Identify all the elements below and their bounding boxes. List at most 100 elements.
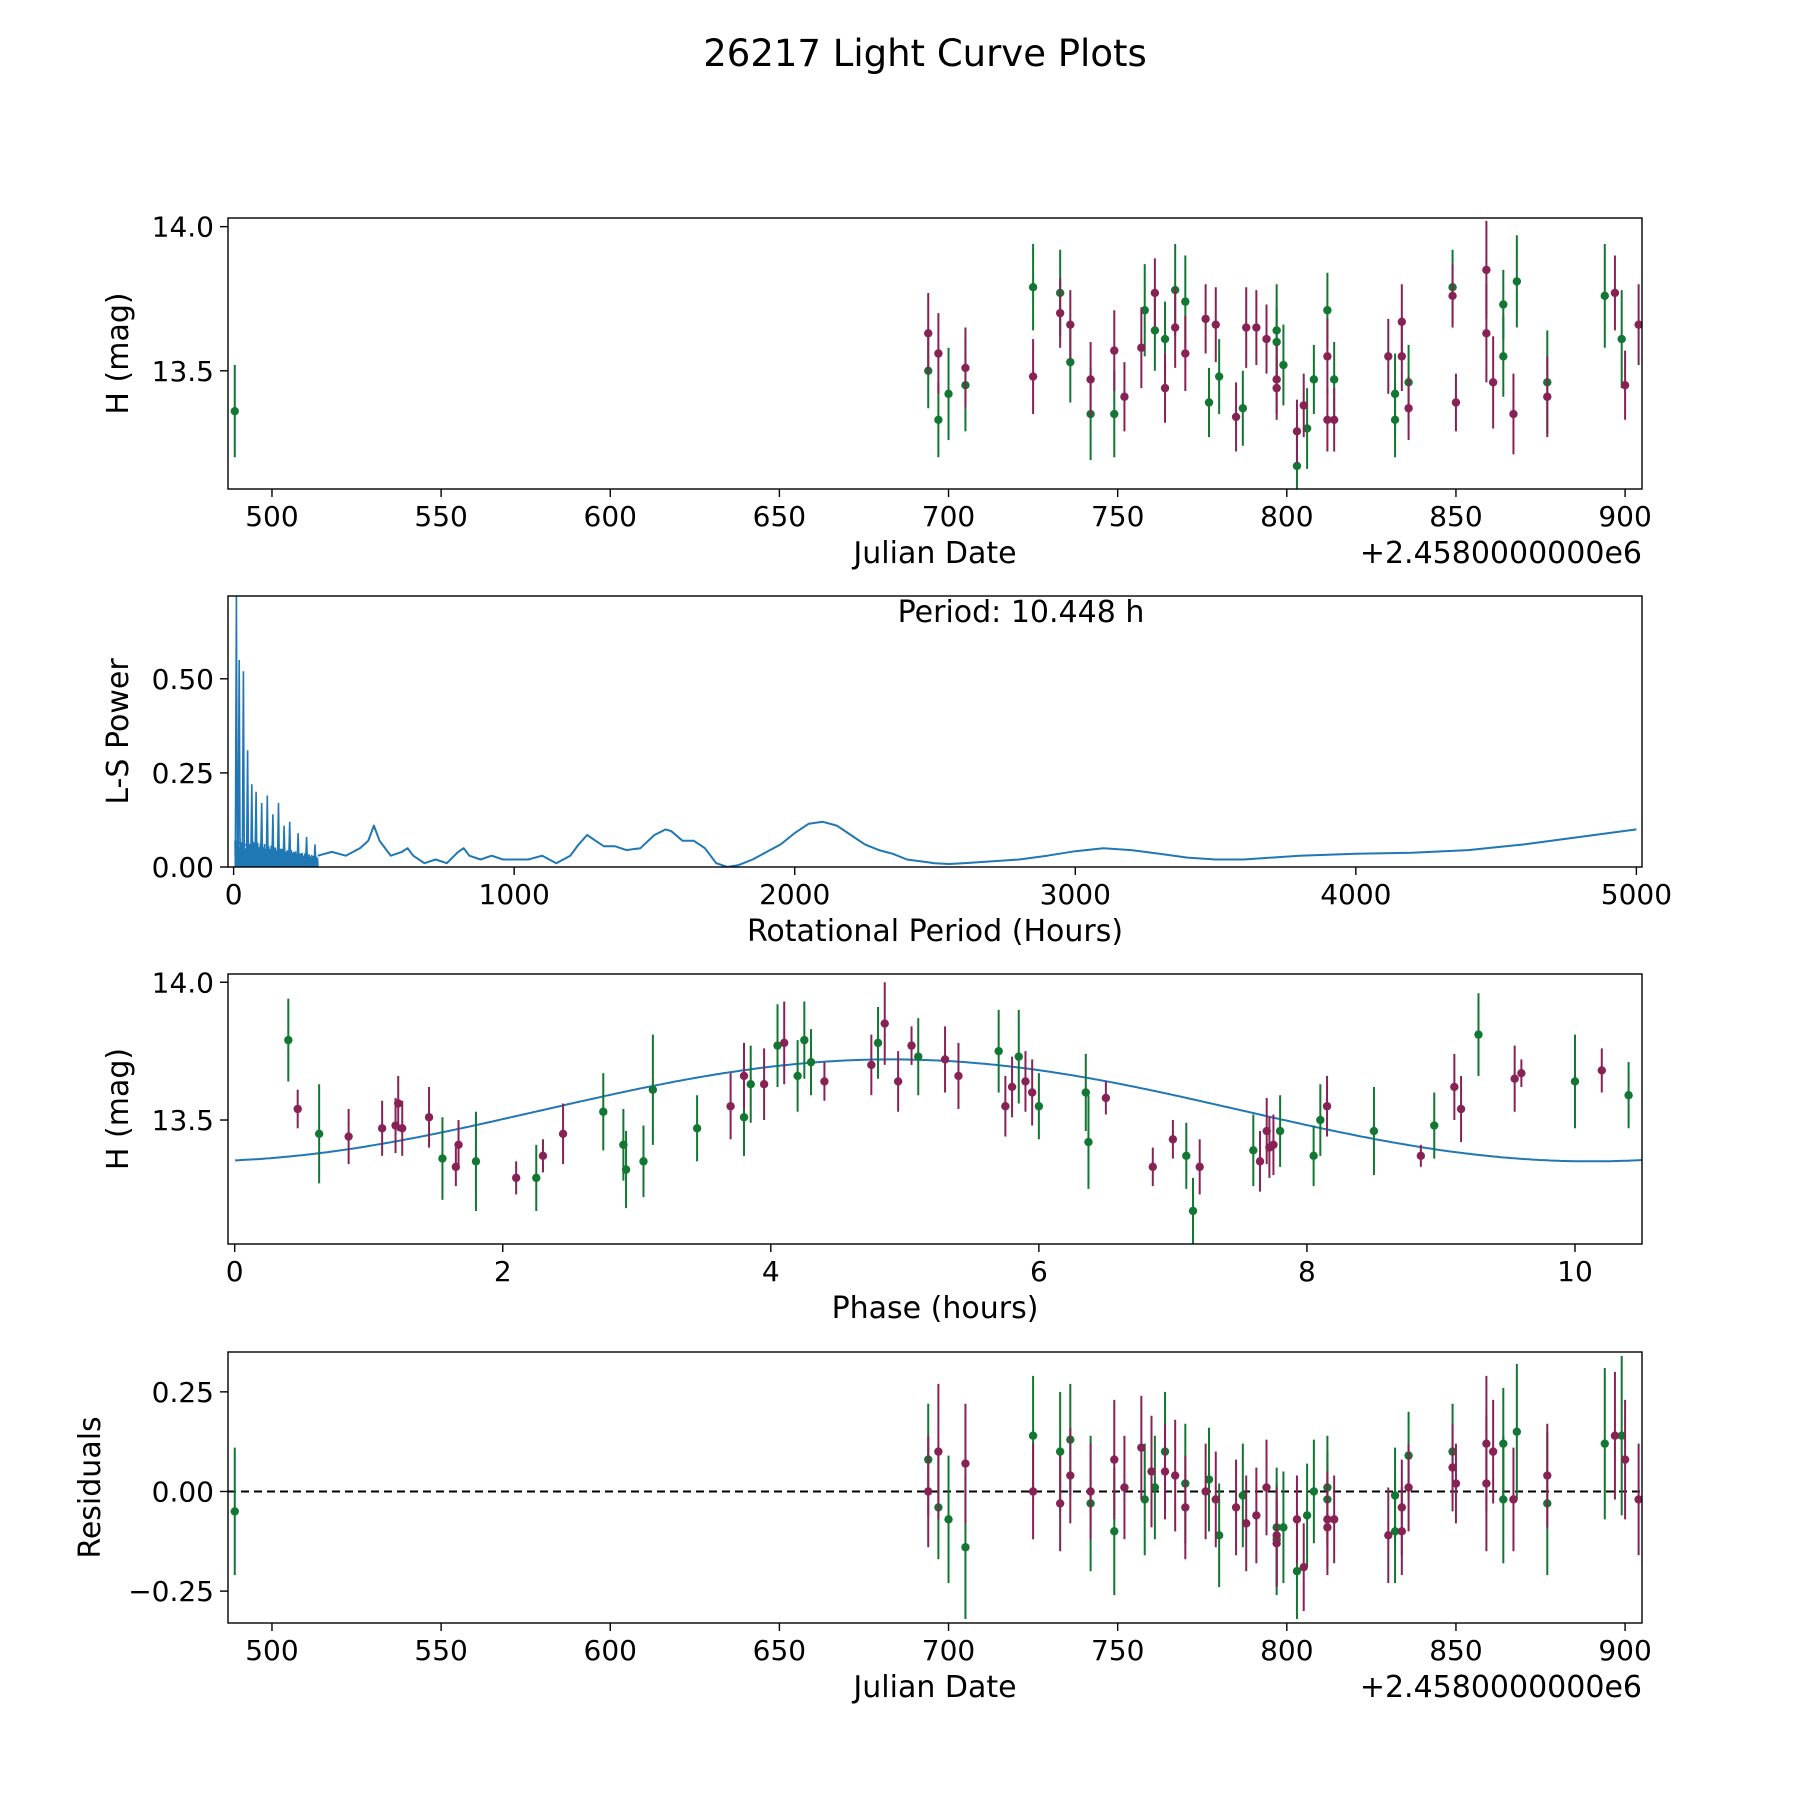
data-point-purple xyxy=(293,1104,302,1114)
data-point-green xyxy=(1512,1427,1522,1436)
data-point-green xyxy=(1188,1206,1198,1216)
data-point-green xyxy=(639,1157,648,1166)
chart-periodogram: 0 1000 2000 3000 4000 5000 0.00 0.25 0.50 Rotatio… xyxy=(101,595,1672,949)
data-point-purple xyxy=(893,1077,903,1086)
axes-frame xyxy=(227,973,1643,1245)
data-point-green xyxy=(1309,375,1319,384)
data-point-green xyxy=(1309,1487,1319,1496)
data-point-green xyxy=(1034,1102,1044,1111)
periodogram-spikes xyxy=(233,596,319,867)
x-offset-label: +2.4580000000e6 xyxy=(1360,536,1642,571)
data-point-green xyxy=(1275,1126,1285,1136)
period-annotation: Period: 10.448 h xyxy=(898,595,1145,630)
data-point-purple xyxy=(1384,1531,1393,1540)
data-point-green xyxy=(739,1113,749,1122)
data-point-green xyxy=(994,1046,1003,1056)
x-offset-label: +2.4580000000e6 xyxy=(1360,1670,1642,1705)
x-tick-label: 4000 xyxy=(1320,878,1391,911)
data-point-purple xyxy=(1292,1515,1302,1524)
data-point-purple xyxy=(1231,1503,1241,1512)
data-point-purple xyxy=(739,1071,749,1081)
data-point-purple xyxy=(1110,346,1119,355)
data-point-green xyxy=(1055,1447,1065,1456)
x-tick-label: 550 xyxy=(414,500,467,533)
data-point-green xyxy=(961,1543,970,1552)
data-point-purple xyxy=(1160,383,1170,393)
data-point-green xyxy=(1323,306,1332,315)
x-axis-label: Phase (hours) xyxy=(832,1291,1039,1326)
chart-phased: 0 2 4 6 8 10 13.5 14.0 Phase (hours) H (mag) xyxy=(101,966,1643,1326)
data-point-purple xyxy=(1384,352,1393,361)
data-point-purple xyxy=(1242,323,1251,332)
data-point-purple xyxy=(1634,320,1642,329)
x-tick-label: 850 xyxy=(1429,1634,1482,1667)
data-point-purple xyxy=(1488,378,1498,387)
data-point-purple xyxy=(1456,1104,1466,1114)
plot-area xyxy=(228,1355,1642,1620)
data-point-purple xyxy=(1416,1151,1426,1161)
x-tick-label: 2000 xyxy=(759,878,830,911)
x-tick-label: 0 xyxy=(225,878,243,911)
data-point-purple xyxy=(1066,320,1075,329)
x-tick-label: 500 xyxy=(245,500,298,533)
data-point-green xyxy=(1140,1495,1149,1504)
data-point-green xyxy=(1329,375,1339,384)
x-tick-label: 700 xyxy=(922,1634,975,1667)
data-point-green xyxy=(1279,360,1288,370)
data-point-purple xyxy=(1610,288,1620,298)
data-point-green xyxy=(1214,1531,1224,1540)
data-point-purple xyxy=(1482,265,1491,275)
data-point-purple xyxy=(1510,1074,1519,1083)
data-point-purple xyxy=(1252,323,1261,332)
x-tick-label: 800 xyxy=(1260,500,1313,533)
data-point-purple xyxy=(1299,401,1308,410)
data-point-green xyxy=(1512,277,1522,286)
y-tick-label: 0.25 xyxy=(152,1376,214,1409)
data-point-green xyxy=(1390,1491,1400,1500)
data-point-purple xyxy=(1299,1563,1308,1572)
x-tick-label: 850 xyxy=(1429,500,1482,533)
data-point-purple xyxy=(558,1129,568,1138)
x-tick-label: 800 xyxy=(1260,1634,1313,1667)
figure-title: 26217 Light Curve Plots xyxy=(703,32,1147,75)
data-point-purple xyxy=(1201,1487,1210,1496)
plot-area xyxy=(233,596,1637,867)
data-point-green xyxy=(1214,372,1224,381)
data-point-purple xyxy=(377,1124,387,1133)
data-point-green xyxy=(1249,1146,1258,1155)
data-point-purple xyxy=(1110,1455,1119,1464)
data-point-purple xyxy=(1482,1479,1491,1488)
data-point-purple xyxy=(1634,1495,1642,1504)
data-point-green xyxy=(1272,326,1281,335)
data-point-purple xyxy=(344,1132,353,1141)
y-tick-label: 14.0 xyxy=(152,211,214,244)
plot-area xyxy=(235,982,1642,1244)
data-point-green xyxy=(230,406,239,416)
data-point-green xyxy=(1160,334,1170,344)
data-point-purple xyxy=(924,329,933,338)
axes-frame xyxy=(227,1351,1643,1624)
data-point-green xyxy=(1028,282,1038,292)
x-tick-label: 900 xyxy=(1598,500,1651,533)
data-point-purple xyxy=(954,1071,963,1081)
data-point-green xyxy=(944,389,953,399)
data-point-green xyxy=(1292,461,1302,471)
data-point-green xyxy=(1181,297,1190,306)
data-point-purple xyxy=(1262,1483,1271,1492)
data-point-purple xyxy=(1404,1483,1413,1492)
data-point-purple xyxy=(1448,291,1457,301)
data-point-green xyxy=(1302,424,1312,433)
data-point-green xyxy=(1302,1511,1312,1520)
data-point-purple xyxy=(1404,404,1413,413)
data-point-green xyxy=(1150,326,1160,335)
data-point-purple xyxy=(934,349,943,358)
data-point-purple xyxy=(398,1124,407,1133)
chart-residuals: 500 550 600 650 700 750 800 850 900 −0.25 0.00 0.25… xyxy=(73,1351,1652,1705)
x-tick-label: 8 xyxy=(1298,1255,1316,1288)
data-point-green xyxy=(873,1038,883,1048)
data-point-purple xyxy=(1170,1471,1180,1480)
data-point-purple xyxy=(1055,308,1065,318)
data-point-purple xyxy=(1242,1519,1251,1528)
data-point-purple xyxy=(1181,1503,1190,1512)
